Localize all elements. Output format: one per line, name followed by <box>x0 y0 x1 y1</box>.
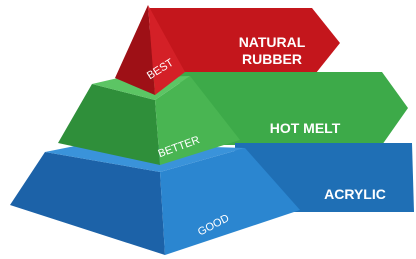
label-best-line2: RUBBER <box>242 51 302 67</box>
pyramid-diagram: BEST BETTER GOOD NATURAL RUBBER HOT MELT… <box>0 0 416 259</box>
label-better: HOT MELT <box>270 120 341 136</box>
label-good: ACRYLIC <box>324 186 386 202</box>
label-best-line1: NATURAL <box>239 34 306 50</box>
